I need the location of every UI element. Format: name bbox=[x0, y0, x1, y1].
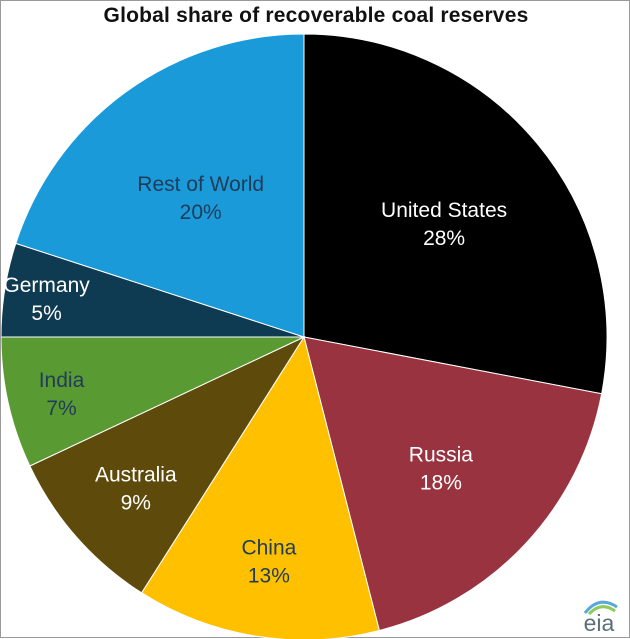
slice-value-australia: 9% bbox=[121, 491, 151, 514]
pie-slice-india bbox=[1, 336, 305, 467]
slice-value-germany: 5% bbox=[31, 302, 61, 325]
slice-label-russia: Russia bbox=[409, 444, 474, 467]
slice-label-united-states: United States bbox=[381, 199, 507, 222]
eia-logo: eia bbox=[573, 597, 625, 635]
slice-value-russia: 18% bbox=[420, 472, 462, 495]
slice-label-rest-of-world: Rest of World bbox=[137, 173, 264, 196]
slice-label-china: China bbox=[241, 537, 296, 560]
pie-slice-rest-of-world bbox=[15, 33, 305, 338]
chart-title: Global share of recoverable coal reserve… bbox=[103, 4, 529, 27]
slice-label-india: India bbox=[39, 369, 85, 392]
eia-swoosh-icon bbox=[583, 600, 618, 616]
pie-slice-united-states bbox=[303, 33, 608, 395]
slice-label-germany: Germany bbox=[3, 274, 90, 297]
pie-slice-china bbox=[140, 335, 380, 639]
slice-value-china: 13% bbox=[248, 565, 290, 588]
pie-slice-australia bbox=[29, 335, 306, 594]
slice-label-australia: Australia bbox=[95, 463, 177, 486]
eia-logo-text: eia bbox=[583, 610, 615, 636]
slice-value-rest-of-world: 20% bbox=[180, 201, 222, 224]
pie-slice-russia bbox=[303, 336, 603, 632]
slice-value-united-states: 28% bbox=[423, 227, 465, 250]
slice-value-india: 7% bbox=[46, 397, 76, 420]
